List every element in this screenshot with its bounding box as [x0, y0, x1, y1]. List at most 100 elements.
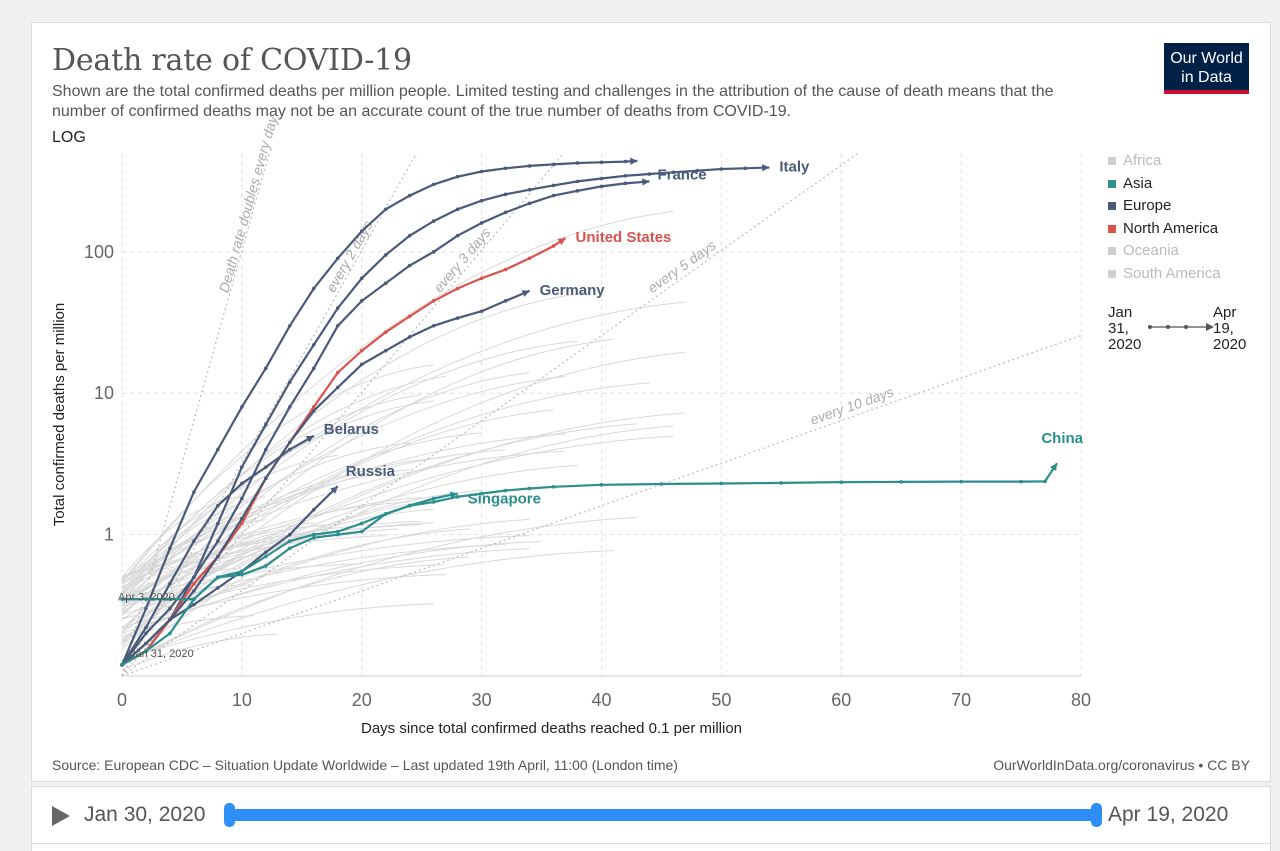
- data-point: [335, 370, 340, 375]
- legend-item-south-america[interactable]: South America: [1108, 264, 1268, 287]
- data-point: [551, 484, 556, 489]
- data-point: [1019, 479, 1023, 484]
- data-point: [335, 256, 340, 261]
- data-point: [779, 481, 784, 485]
- series-france: [120, 178, 650, 667]
- data-point: [527, 486, 532, 491]
- data-point: [335, 306, 340, 310]
- data-point: [743, 166, 748, 171]
- background-country-line: [121, 496, 266, 596]
- data-point: [240, 516, 244, 521]
- data-point: [383, 253, 388, 257]
- owid-logo[interactable]: Our World in Data: [1164, 43, 1249, 94]
- line-chart: Death rate doubles every day every 2 days…: [51, 113, 1091, 737]
- data-point: [312, 343, 316, 347]
- legend-item-north-america[interactable]: North America: [1108, 219, 1268, 242]
- data-point: [527, 164, 532, 168]
- time-key-arrow-icon: [1148, 323, 1214, 331]
- series-line: [121, 237, 567, 666]
- timeline-track[interactable]: [228, 809, 1097, 821]
- background-country-line: [121, 394, 422, 592]
- background-country-line: [121, 535, 386, 583]
- data-point: [383, 512, 388, 516]
- data-point: [527, 256, 532, 261]
- series-label-italy: Italy: [779, 158, 810, 175]
- data-point: [551, 244, 556, 248]
- reference-line: [121, 152, 270, 677]
- data-point: [216, 586, 220, 590]
- data-point: [216, 539, 220, 543]
- legend-item-oceania[interactable]: Oceania: [1108, 241, 1268, 264]
- data-point: [551, 193, 556, 198]
- log-scale-toggle[interactable]: LOG: [52, 129, 86, 146]
- reference-line-label: Death rate doubles every day: [216, 113, 281, 294]
- data-point: [288, 323, 292, 328]
- data-point: [431, 323, 436, 328]
- timeline-end-handle[interactable]: [1091, 803, 1102, 827]
- data-point: [144, 631, 148, 636]
- reference-line: [121, 152, 859, 677]
- data-point: [359, 276, 364, 281]
- data-point: [144, 625, 148, 630]
- logo-line2: in Data: [1181, 69, 1232, 86]
- background-country-line: [121, 529, 326, 647]
- legend-item-europe[interactable]: Europe: [1108, 196, 1268, 219]
- series-line: [121, 166, 770, 666]
- timeline-bar: Jan 30, 2020 Apr 19, 2020: [31, 786, 1271, 844]
- legend: Africa Asia Europe North America Oceania Sout…: [1108, 151, 1268, 287]
- y-tick-label: 10: [94, 383, 114, 403]
- series-end-arrow: [521, 290, 530, 297]
- date-annotation: Apr 3, 2020: [118, 592, 175, 604]
- play-icon[interactable]: [52, 806, 70, 826]
- series-end-arrow: [330, 486, 338, 494]
- legend-swatch: [1108, 179, 1116, 188]
- data-point: [479, 491, 484, 496]
- legend-swatch: [1108, 224, 1116, 233]
- data-point: [479, 221, 484, 225]
- data-point: [407, 503, 412, 508]
- data-point: [240, 569, 244, 574]
- background-country-line: [121, 567, 242, 610]
- series-end-arrow: [642, 178, 650, 186]
- data-point: [407, 263, 412, 268]
- data-point: [383, 348, 388, 353]
- data-point: [503, 210, 508, 215]
- data-point: [168, 606, 172, 611]
- legend-item-africa[interactable]: Africa: [1108, 151, 1268, 174]
- data-point: [455, 207, 460, 212]
- data-point: [240, 572, 244, 577]
- data-point: [359, 299, 364, 303]
- data-point: [407, 335, 412, 339]
- data-point: [264, 476, 268, 481]
- data-point: [216, 503, 220, 508]
- background-country-line: [121, 497, 422, 604]
- data-point: [288, 447, 292, 452]
- data-point: [455, 174, 460, 179]
- data-point: [192, 589, 196, 593]
- data-point: [168, 581, 172, 586]
- data-point: [899, 480, 903, 484]
- legend-swatch: [1108, 269, 1116, 278]
- data-point: [431, 299, 436, 303]
- data-point: [288, 440, 292, 445]
- y-tick-label: 100: [84, 242, 114, 262]
- data-point: [288, 546, 292, 551]
- data-point: [719, 481, 724, 486]
- data-point: [264, 422, 268, 427]
- data-point: [1043, 479, 1047, 484]
- legend-item-asia[interactable]: Asia: [1108, 174, 1268, 197]
- y-axis-label: Total confirmed deaths per million: [51, 303, 68, 526]
- x-tick-label: 30: [472, 690, 492, 710]
- data-point: [503, 488, 508, 493]
- timeline-start-handle[interactable]: [224, 803, 235, 827]
- data-point: [192, 602, 196, 607]
- series-russia: [120, 485, 339, 667]
- background-lines-group: [121, 210, 686, 671]
- data-point: [264, 465, 268, 469]
- data-point: [575, 179, 580, 184]
- data-point: [312, 409, 316, 413]
- owid-link[interactable]: OurWorldInData.org/coronavirus • CC BY: [993, 757, 1250, 773]
- series-line: [121, 462, 1058, 666]
- data-point: [383, 330, 388, 335]
- date-annotation: Jan 31, 2020: [130, 648, 194, 660]
